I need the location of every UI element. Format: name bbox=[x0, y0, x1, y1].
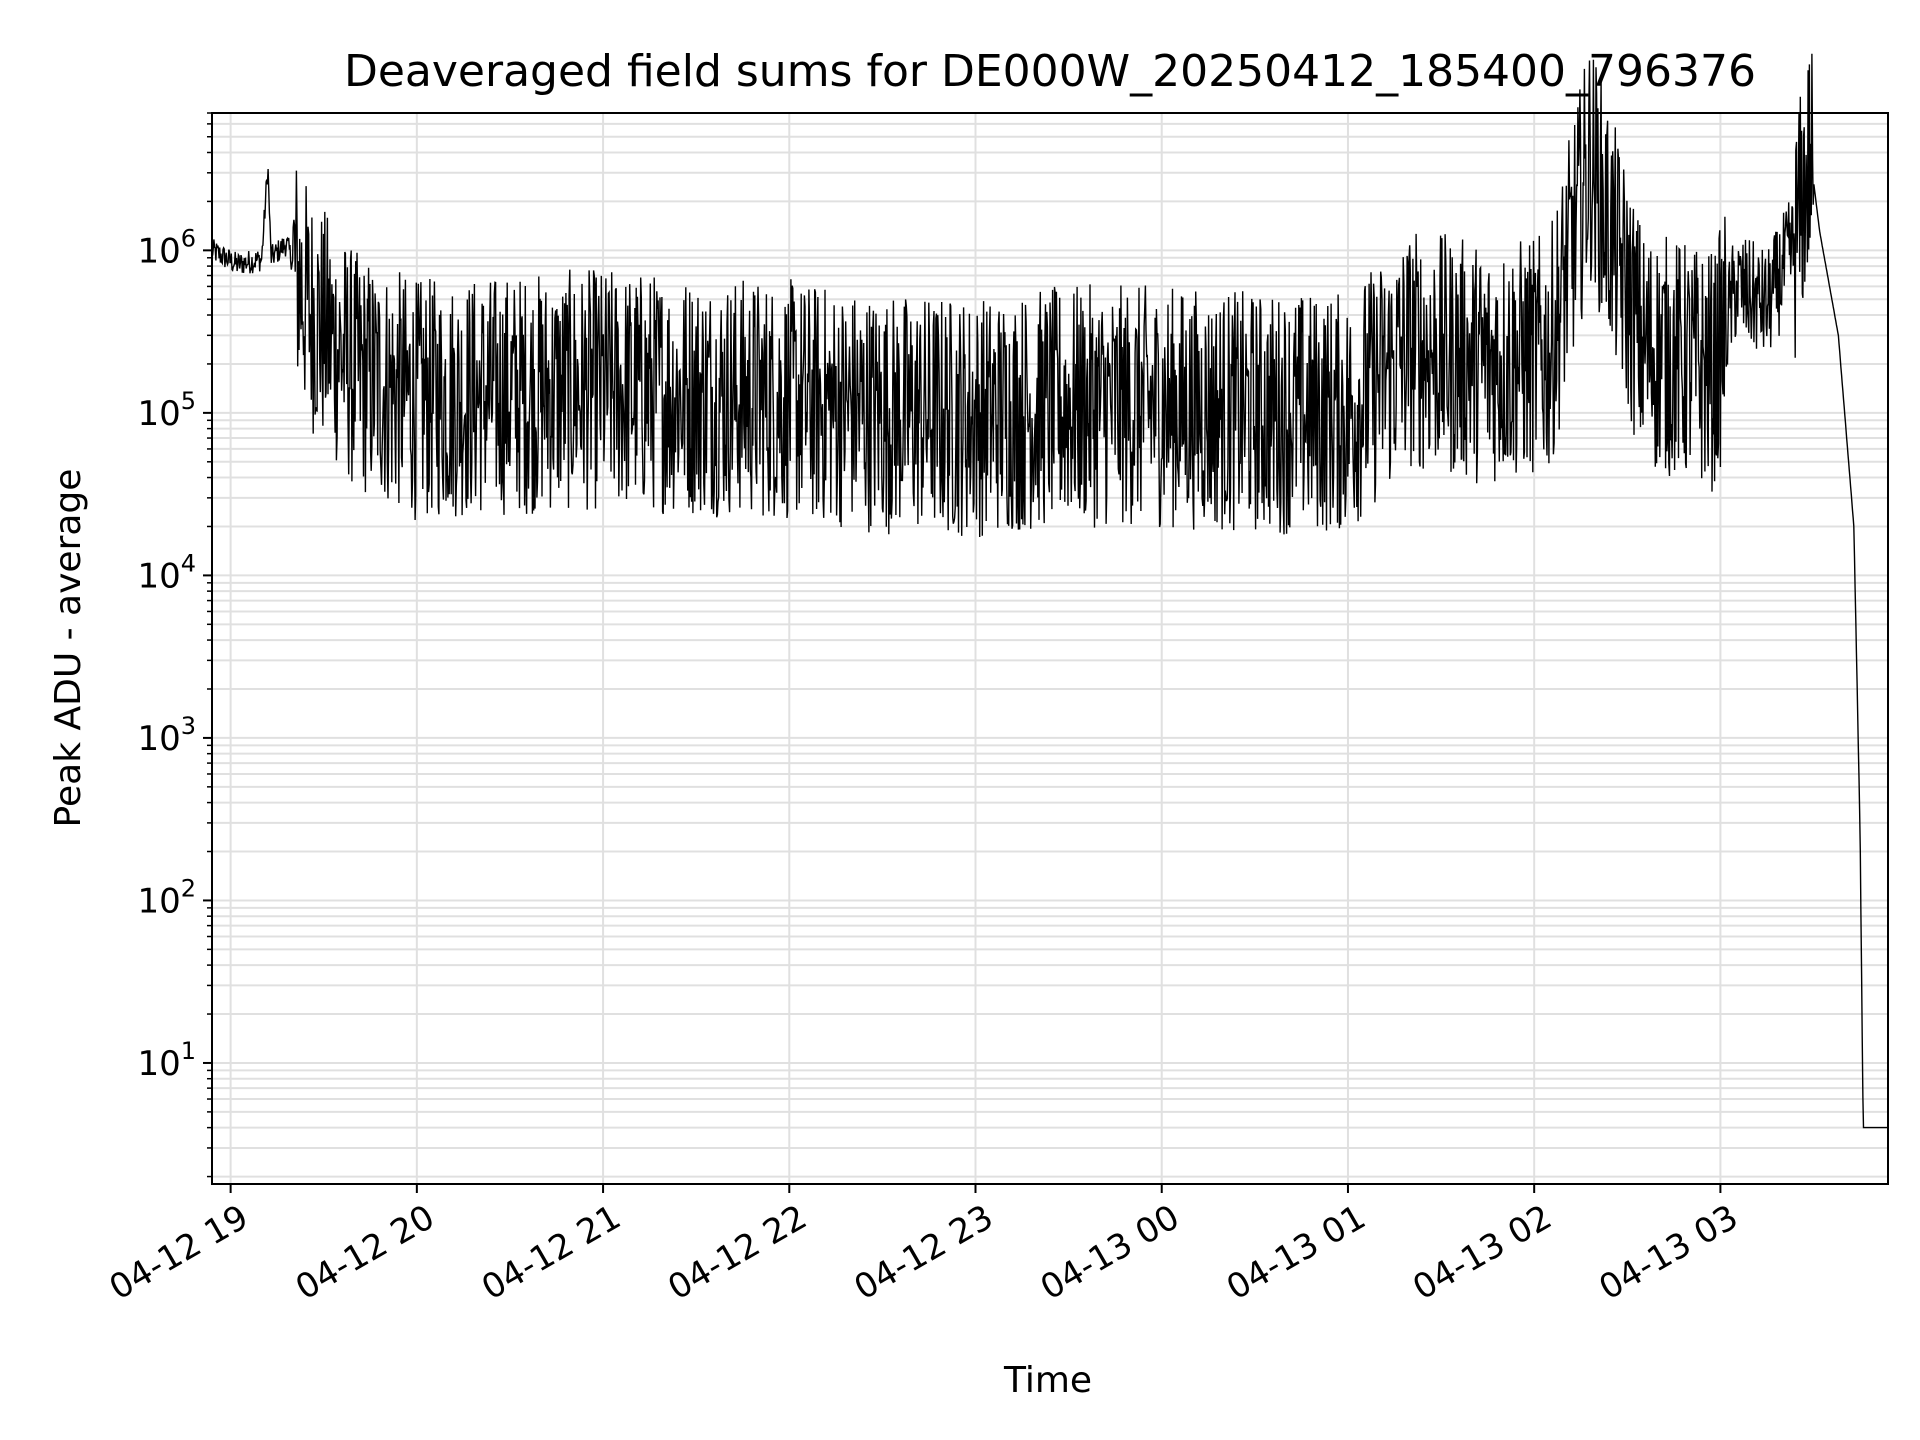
plot-frame bbox=[211, 112, 1889, 1185]
y-tick-label: 103 bbox=[137, 712, 196, 759]
y-tick-label: 102 bbox=[137, 874, 196, 921]
chart-title: Deaveraged field sums for DE000W_2025041… bbox=[344, 46, 1756, 97]
y-tick-label: 104 bbox=[137, 549, 196, 596]
x-axis-label: Time bbox=[1003, 1360, 1092, 1401]
y-tick-label: 105 bbox=[137, 387, 196, 434]
y-axis: 101 102 103 104 105 106 bbox=[137, 112, 212, 1178]
y-tick-label: 106 bbox=[137, 224, 196, 271]
y-axis-label: Peak ADU - average bbox=[48, 469, 89, 828]
series-layer bbox=[211, 53, 1888, 1129]
y-tick-label: 101 bbox=[137, 1037, 196, 1084]
series-line bbox=[211, 53, 1888, 1129]
